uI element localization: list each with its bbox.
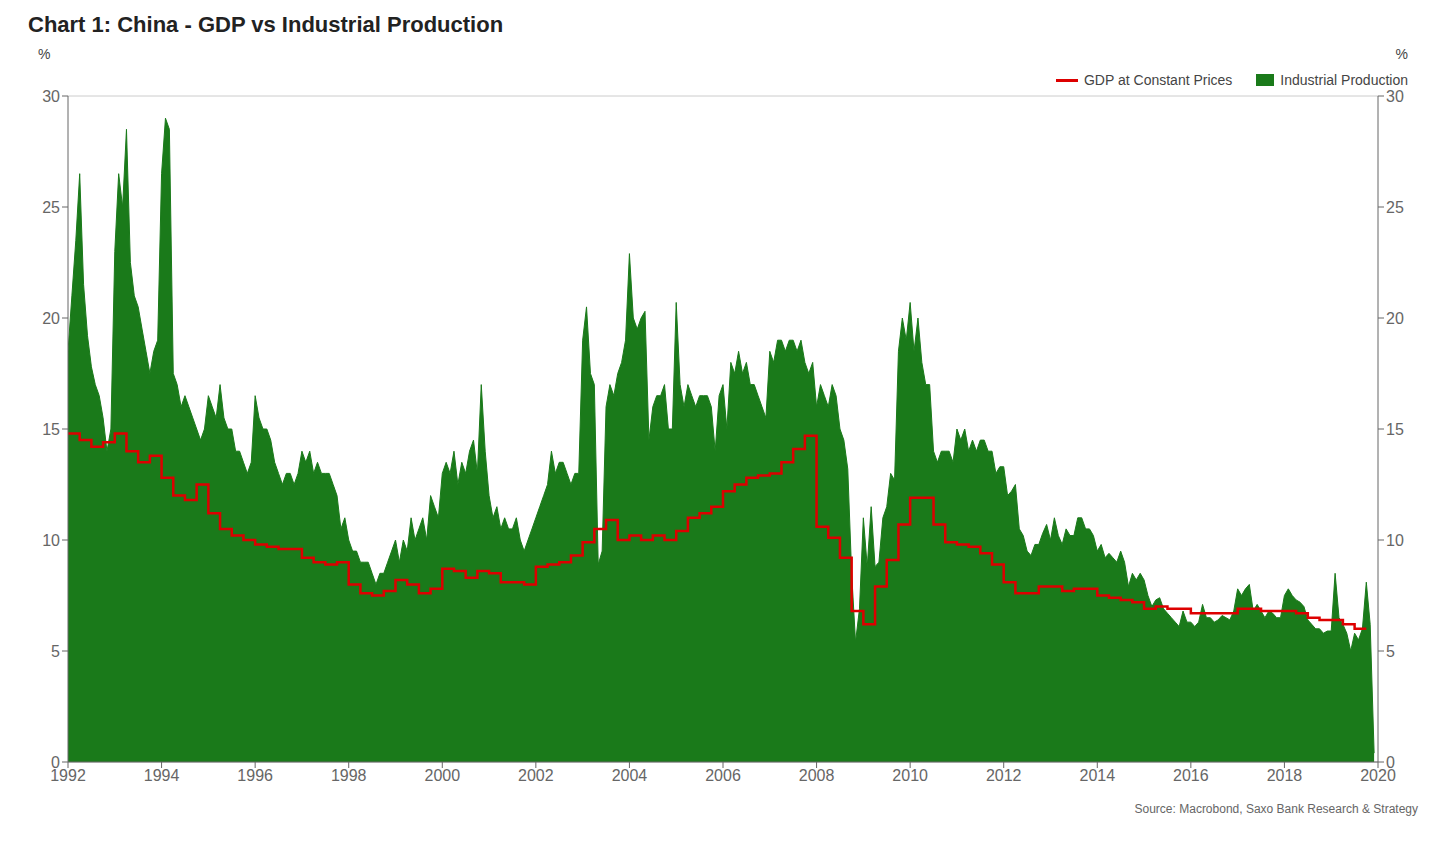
svg-text:2004: 2004 bbox=[612, 767, 648, 784]
svg-text:2018: 2018 bbox=[1267, 767, 1303, 784]
svg-text:5: 5 bbox=[1386, 643, 1395, 660]
svg-text:25: 25 bbox=[1386, 199, 1404, 216]
svg-text:5: 5 bbox=[51, 643, 60, 660]
svg-text:2006: 2006 bbox=[705, 767, 741, 784]
svg-text:15: 15 bbox=[1386, 421, 1404, 438]
svg-text:1998: 1998 bbox=[331, 767, 367, 784]
html-text:GDP at Constant Prices: GDP at Constant Prices bbox=[1084, 72, 1233, 88]
svg-text:30: 30 bbox=[1386, 88, 1404, 105]
svg-text:0: 0 bbox=[51, 754, 60, 771]
svg-text:2016: 2016 bbox=[1173, 767, 1209, 784]
svg-text:15: 15 bbox=[42, 421, 60, 438]
svg-text:2012: 2012 bbox=[986, 767, 1022, 784]
html-text:Chart 1: China - GDP vs Indust: Chart 1: China - GDP vs Industrial Produ… bbox=[28, 12, 504, 37]
svg-text:0: 0 bbox=[1386, 754, 1395, 771]
svg-text:25: 25 bbox=[42, 199, 60, 216]
svg-text:20: 20 bbox=[42, 310, 60, 327]
svg-text:2014: 2014 bbox=[1079, 767, 1115, 784]
svg-text:2020: 2020 bbox=[1360, 767, 1396, 785]
svg-text:2008: 2008 bbox=[799, 767, 835, 784]
svg-text:2002: 2002 bbox=[518, 767, 554, 784]
svg-text:1994: 1994 bbox=[144, 767, 180, 784]
svg-text:1996: 1996 bbox=[237, 767, 273, 784]
svg-text:2010: 2010 bbox=[892, 767, 928, 784]
svg-text:1992: 1992 bbox=[50, 767, 86, 785]
html-text:Industrial Production: Industrial Production bbox=[1280, 72, 1408, 88]
svg-text:10: 10 bbox=[1386, 532, 1404, 549]
html-text:Source: Macrobond, Saxo Bank R: Source: Macrobond, Saxo Bank Research & … bbox=[1134, 802, 1418, 816]
svg-text:20: 20 bbox=[1386, 310, 1404, 327]
svg-text:2000: 2000 bbox=[424, 767, 460, 784]
svg-text:30: 30 bbox=[42, 88, 60, 105]
svg-text:10: 10 bbox=[42, 532, 60, 549]
